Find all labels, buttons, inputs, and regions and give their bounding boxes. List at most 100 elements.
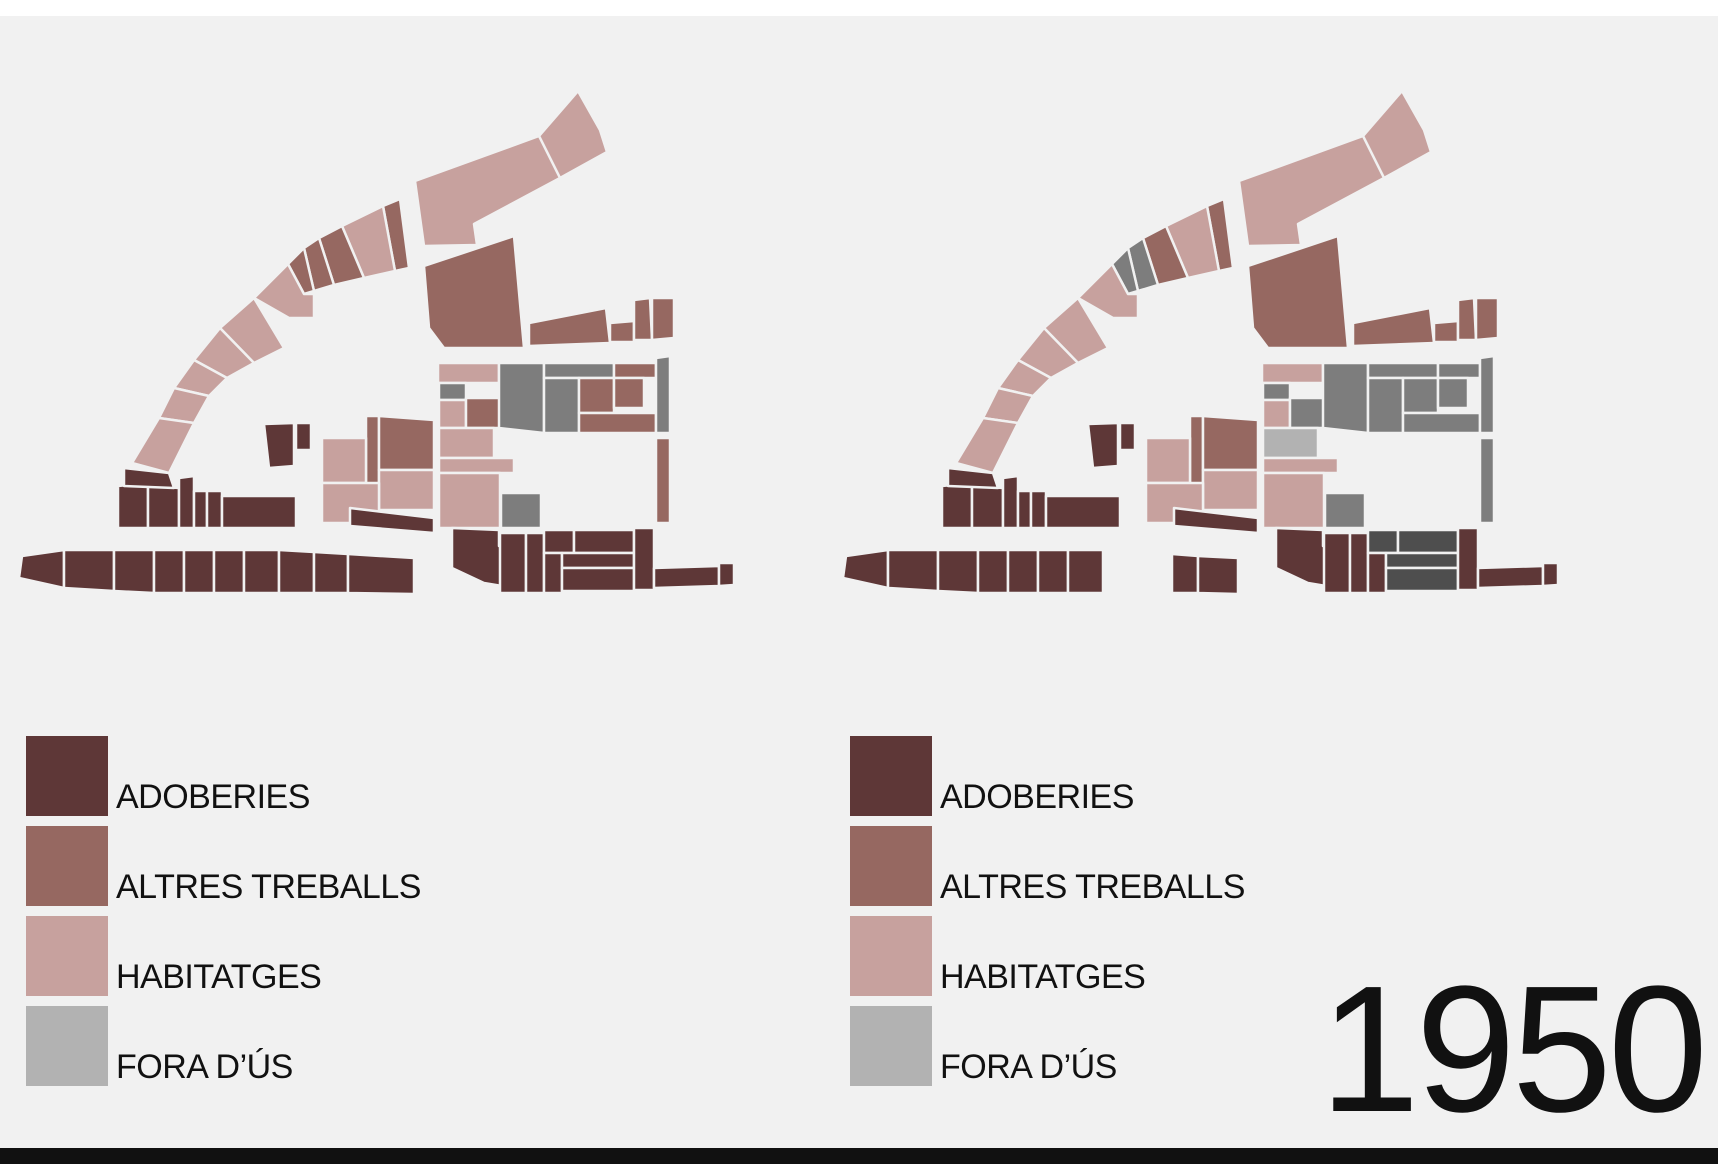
parcel: [1170, 552, 1200, 595]
legend-item-habitatges: HABITATGES: [26, 914, 586, 1004]
parcel: [212, 548, 246, 595]
parcel: [62, 548, 116, 593]
parcel: [577, 411, 658, 435]
legend-item-habitatges: HABITATGES: [850, 914, 1410, 1004]
parcel: [1436, 361, 1482, 380]
parcel: [294, 421, 313, 452]
legend-swatch-fora-us: [26, 1006, 108, 1086]
parcel: [1366, 551, 1388, 595]
parcel: [1016, 489, 1033, 530]
parcel: [348, 506, 436, 535]
parcel: [632, 526, 656, 592]
parcel: [652, 564, 721, 590]
parcel: [1144, 436, 1192, 485]
parcel: [560, 566, 636, 593]
parcel: [1201, 414, 1260, 472]
parcel: [981, 386, 1035, 425]
parcel: [572, 528, 636, 555]
parcel: [1384, 551, 1460, 570]
map-parcels: [841, 89, 1560, 596]
legend-left: ADOBERIES ALTRES TREBALLS HABITATGES FOR…: [26, 734, 586, 1086]
parcel: [413, 134, 562, 248]
parcel: [537, 89, 609, 180]
parcel: [377, 414, 436, 472]
parcel: [377, 468, 436, 512]
parcel: [1260, 361, 1325, 385]
legend-swatch-adoberies: [850, 736, 932, 816]
parcel: [1029, 489, 1048, 530]
legend-item-adoberies: ADOBERIES: [26, 734, 586, 824]
parcel: [936, 548, 980, 595]
legend-swatch-habitatges: [850, 916, 932, 996]
parcel: [1261, 456, 1340, 475]
parcel: [116, 481, 150, 530]
parcel: [464, 396, 504, 430]
parcel: [1478, 436, 1496, 525]
parcel: [1401, 376, 1440, 415]
parcel: [1456, 296, 1478, 342]
parcel: [1261, 426, 1320, 460]
parcel: [1366, 528, 1400, 555]
parcel: [1196, 554, 1240, 596]
parcel: [312, 550, 350, 595]
bottom-bar: [0, 1148, 1718, 1164]
legend-label: ALTRES TREBALLS: [116, 868, 421, 906]
parcel: [1066, 548, 1105, 595]
parcel: [437, 471, 502, 530]
parcel: [437, 456, 516, 475]
parcel: [1456, 526, 1480, 592]
parcel: [1044, 494, 1122, 530]
land-use-map-left: [17, 89, 736, 596]
land-use-map-right: [841, 89, 1560, 596]
map-parcels: [17, 89, 736, 596]
parcel: [437, 426, 496, 460]
parcel: [1246, 234, 1350, 350]
parcel: [252, 262, 316, 320]
parcel: [1006, 548, 1040, 595]
parcel: [497, 361, 546, 435]
parcel: [717, 561, 736, 588]
parcel: [1436, 376, 1470, 410]
parcel: [560, 551, 636, 570]
parcel: [1321, 361, 1370, 435]
parcel: [654, 354, 672, 435]
parcel: [177, 474, 196, 530]
parcel: [1432, 319, 1460, 344]
legend-swatch-adoberies: [26, 736, 108, 816]
parcel: [1201, 468, 1260, 512]
parcel: [1322, 531, 1352, 595]
parcel: [940, 481, 974, 530]
parcel: [886, 548, 940, 593]
parcel: [152, 548, 186, 595]
parcel: [1366, 376, 1405, 435]
parcel: [499, 491, 543, 530]
parcel: [498, 531, 528, 595]
parcel: [542, 361, 616, 380]
parcel: [320, 436, 368, 485]
parcel: [527, 306, 612, 348]
parcel: [632, 296, 654, 342]
parcel: [654, 436, 672, 525]
legend-label: HABITATGES: [940, 958, 1146, 996]
parcel: [946, 466, 1000, 490]
parcel: [1396, 528, 1460, 555]
year-label: 1950: [1319, 949, 1708, 1150]
parcel: [130, 416, 196, 475]
parcel: [1366, 361, 1440, 380]
parcel: [422, 234, 526, 350]
parcel: [242, 548, 281, 595]
parcel: [1076, 262, 1140, 320]
parcel: [220, 494, 298, 530]
parcel: [437, 398, 468, 430]
parcel: [17, 548, 66, 590]
legend-swatch-fora-us: [850, 1006, 932, 1086]
legend-item-altres-treballs: ALTRES TREBALLS: [850, 824, 1410, 914]
parcel: [608, 319, 636, 344]
legend-label: ADOBERIES: [116, 778, 310, 816]
parcel: [346, 552, 416, 596]
parcel: [1188, 414, 1205, 490]
parcel: [954, 416, 1020, 475]
parcel: [112, 548, 156, 595]
parcel: [1401, 411, 1482, 435]
legend-label: ADOBERIES: [940, 778, 1134, 816]
